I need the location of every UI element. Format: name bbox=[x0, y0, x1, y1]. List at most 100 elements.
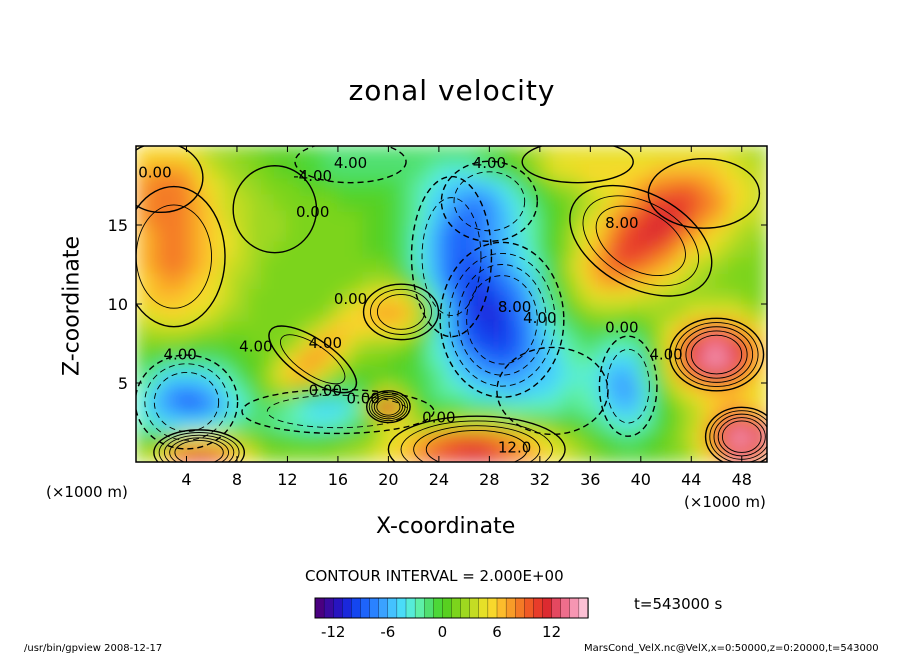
heat-cell bbox=[362, 429, 377, 448]
heat-cell bbox=[248, 429, 264, 448]
heat-cell bbox=[160, 271, 175, 290]
heat-cell bbox=[210, 318, 226, 337]
contour-label: 0.00 bbox=[138, 164, 171, 182]
heat-cell bbox=[223, 350, 238, 369]
x-axis-label: X-coordinate bbox=[376, 514, 516, 539]
heat-cell bbox=[576, 334, 592, 353]
heat-cell bbox=[136, 350, 150, 369]
heat-cell bbox=[488, 397, 503, 416]
heat-cell bbox=[147, 413, 163, 432]
heat-cell bbox=[412, 146, 428, 163]
heat-cell bbox=[576, 350, 592, 369]
heat-cell bbox=[172, 287, 188, 305]
heat-cell bbox=[526, 224, 541, 242]
contour-line bbox=[174, 439, 224, 462]
heat-cell bbox=[665, 429, 680, 448]
heat-cell bbox=[639, 382, 655, 400]
heat-cell bbox=[412, 287, 428, 305]
contour-line bbox=[704, 406, 767, 462]
heat-cell bbox=[564, 160, 579, 179]
heat-cell bbox=[740, 382, 756, 400]
heat-cell bbox=[702, 334, 718, 353]
heat-cell bbox=[437, 224, 453, 242]
heat-cell bbox=[589, 208, 604, 226]
heat-cell bbox=[601, 334, 617, 353]
heat-cell bbox=[185, 239, 201, 258]
heat-cell bbox=[728, 239, 743, 258]
heat-cell bbox=[136, 160, 150, 179]
heat-cell bbox=[601, 366, 617, 384]
heat-cell bbox=[450, 208, 466, 226]
heat-cell bbox=[702, 303, 718, 321]
heat-cell bbox=[261, 318, 276, 337]
heat-cell bbox=[286, 445, 302, 462]
heat-cell bbox=[223, 271, 238, 290]
heat-cell bbox=[728, 146, 743, 163]
heat-cell bbox=[362, 366, 377, 384]
heat-cell bbox=[311, 397, 327, 416]
heat-cell bbox=[387, 303, 403, 321]
heat-cell bbox=[387, 334, 403, 353]
heat-cell bbox=[136, 146, 150, 163]
heat-cell bbox=[450, 287, 466, 305]
contour-label: 0.00 bbox=[334, 290, 367, 308]
heat-cell bbox=[475, 318, 491, 337]
heat-cell bbox=[715, 224, 731, 242]
heat-cell bbox=[627, 146, 642, 163]
heat-cell bbox=[702, 239, 718, 258]
heat-cell bbox=[136, 255, 150, 274]
heat-cell bbox=[425, 239, 440, 258]
contour-line bbox=[268, 325, 358, 394]
heat-cell bbox=[614, 382, 630, 400]
heat-cell bbox=[639, 350, 655, 369]
heat-cell bbox=[235, 366, 251, 384]
heat-cell bbox=[248, 366, 264, 384]
heat-cell bbox=[235, 160, 251, 179]
heat-cell bbox=[336, 160, 352, 179]
heat-cell bbox=[665, 318, 680, 337]
heat-cell bbox=[147, 287, 163, 305]
heat-cell bbox=[349, 192, 365, 211]
heat-cell bbox=[210, 303, 226, 321]
heat-cell bbox=[513, 397, 529, 416]
heat-cell bbox=[576, 303, 592, 321]
contour-label: 0.00 bbox=[605, 318, 638, 336]
heat-cell bbox=[475, 255, 491, 274]
heat-cell bbox=[728, 287, 743, 305]
heat-cell bbox=[614, 287, 630, 305]
colorbar-swatch bbox=[442, 597, 453, 619]
heat-cell bbox=[387, 255, 403, 274]
heat-cell bbox=[387, 208, 403, 226]
heat-cell bbox=[425, 224, 440, 242]
heat-cell bbox=[261, 160, 276, 179]
heat-cell bbox=[198, 208, 213, 226]
heat-cell bbox=[639, 397, 655, 416]
heat-cell bbox=[172, 160, 188, 179]
heat-cell bbox=[425, 255, 440, 274]
heat-cell bbox=[652, 255, 668, 274]
contour-line bbox=[387, 415, 566, 462]
contour-line bbox=[466, 275, 538, 365]
heat-cell bbox=[513, 303, 529, 321]
heat-cell bbox=[614, 397, 630, 416]
heat-cell bbox=[500, 397, 516, 416]
heat-cell bbox=[387, 318, 403, 337]
heat-cell bbox=[627, 350, 642, 369]
heat-cell bbox=[627, 176, 642, 195]
heat-cell bbox=[374, 176, 390, 195]
heat-cell bbox=[261, 176, 276, 195]
heat-cell bbox=[437, 146, 453, 163]
heat-cell bbox=[627, 366, 642, 384]
heat-cell bbox=[185, 224, 201, 242]
heat-cell bbox=[185, 397, 201, 416]
contour-line bbox=[365, 390, 411, 424]
heat-cell bbox=[665, 366, 680, 384]
heat-cell bbox=[261, 303, 276, 321]
heat-cell bbox=[500, 176, 516, 195]
heat-cell bbox=[324, 334, 339, 353]
heat-cell bbox=[324, 287, 339, 305]
heat-cell bbox=[564, 208, 579, 226]
heat-cell bbox=[248, 318, 264, 337]
heat-cell bbox=[475, 192, 491, 211]
